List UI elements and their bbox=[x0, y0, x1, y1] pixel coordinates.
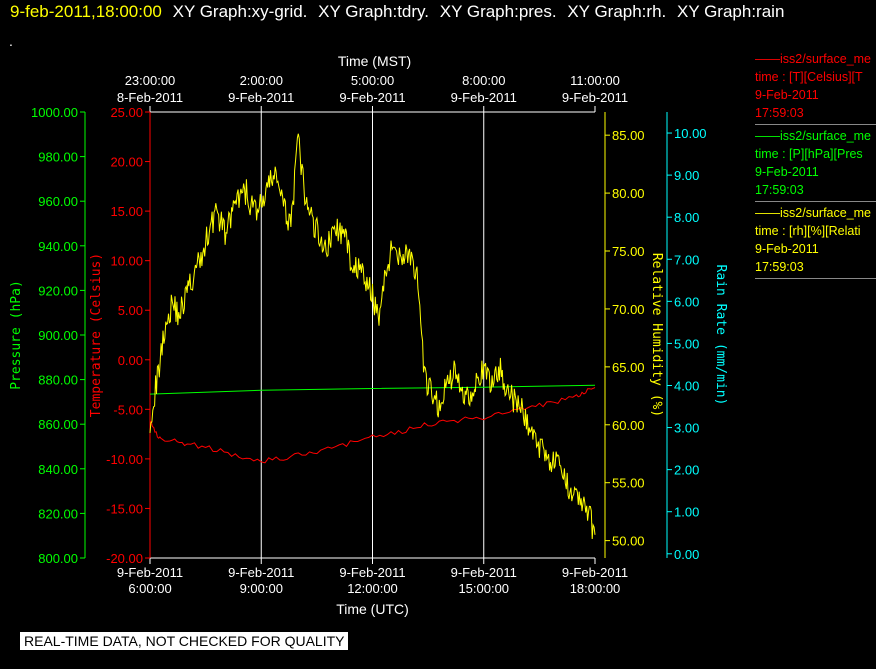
series-line-humidity bbox=[149, 133, 596, 540]
temperature-axis-label: Temperature (Celsius) bbox=[89, 253, 104, 417]
pressure-tick-label: 980.00 bbox=[38, 150, 78, 165]
legend-name: ——iss2/surface_me bbox=[755, 129, 872, 143]
humidity-tick-label: 70.00 bbox=[612, 302, 645, 317]
legend-variable: time : [T][Celsius][T bbox=[755, 70, 863, 84]
top-tick-label-time: 5:00:00 bbox=[351, 73, 394, 88]
legend-name: ——iss2/surface_me bbox=[755, 206, 872, 220]
pressure-tick-label: 860.00 bbox=[38, 417, 78, 432]
x-tick-label-time: 9:00:00 bbox=[240, 581, 283, 596]
rain-tick-label: 1.00 bbox=[674, 505, 699, 520]
legend-date: 9-Feb-2011 bbox=[755, 165, 819, 179]
pressure-tick-label: 800.00 bbox=[38, 551, 78, 566]
humidity-tick-label: 50.00 bbox=[612, 534, 645, 549]
graph-title-xy-grid: XY Graph:xy-grid. bbox=[172, 2, 308, 21]
pressure-tick-label: 840.00 bbox=[38, 462, 78, 477]
pressure-tick-label: 920.00 bbox=[38, 283, 78, 298]
header-dot: . bbox=[9, 33, 13, 49]
legend-line-swatch: —— bbox=[755, 52, 780, 66]
pressure-tick-label: 880.00 bbox=[38, 373, 78, 388]
rain-tick-label: 4.00 bbox=[674, 378, 699, 393]
rain-tick-label: 10.00 bbox=[674, 126, 707, 141]
x-axis-label: Time (UTC) bbox=[336, 601, 409, 617]
rain-tick-label: 6.00 bbox=[674, 294, 699, 309]
x-tick-label-date: 9-Feb-2011 bbox=[451, 565, 517, 580]
pressure-tick-label: 1000.00 bbox=[31, 105, 78, 120]
legend-date: 9-Feb-2011 bbox=[755, 88, 819, 102]
series-line-temperature bbox=[149, 387, 596, 464]
legend: ——iss2/surface_me time : [T][Celsius][T … bbox=[755, 50, 876, 281]
x-tick-label-date: 9-Feb-2011 bbox=[228, 565, 294, 580]
top-tick-label-date: 9-Feb-2011 bbox=[562, 90, 628, 105]
rain-tick-label: 9.00 bbox=[674, 168, 699, 183]
temperature-tick-label: 15.00 bbox=[110, 204, 143, 219]
temperature-tick-label: 0.00 bbox=[118, 353, 143, 368]
top-tick-label-date: 8-Feb-2011 bbox=[117, 90, 183, 105]
pressure-tick-label: 900.00 bbox=[38, 328, 78, 343]
top-tick-label-time: 23:00:00 bbox=[125, 73, 176, 88]
quality-banner: REAL-TIME DATA, NOT CHECKED FOR QUALITY bbox=[20, 632, 349, 650]
temperature-tick-label: -10.00 bbox=[106, 452, 143, 467]
graph-title-pres: XY Graph:pres. bbox=[439, 2, 557, 21]
temperature-tick-label: -5.00 bbox=[113, 402, 143, 417]
temperature-tick-label: 20.00 bbox=[110, 155, 143, 170]
humidity-tick-label: 80.00 bbox=[612, 186, 645, 201]
x-tick-label-time: 18:00:00 bbox=[570, 581, 621, 596]
top-tick-label-time: 11:00:00 bbox=[570, 73, 620, 88]
legend-entry-pressure: ——iss2/surface_me time : [P][hPa][Pres 9… bbox=[755, 127, 876, 202]
top-tick-label-time: 2:00:00 bbox=[240, 73, 283, 88]
pressure-tick-label: 940.00 bbox=[38, 239, 78, 254]
temperature-tick-label: 25.00 bbox=[110, 105, 143, 120]
legend-time: 17:59:03 bbox=[755, 106, 804, 120]
legend-line-swatch: —— bbox=[755, 206, 780, 220]
header-datetime: 9-feb-2011,18:00:00 bbox=[10, 2, 162, 21]
pressure-tick-label: 960.00 bbox=[38, 194, 78, 209]
top-tick-label-date: 9-Feb-2011 bbox=[339, 90, 405, 105]
legend-name: ——iss2/surface_me bbox=[755, 52, 872, 66]
legend-time: 17:59:03 bbox=[755, 183, 804, 197]
graph-title-tdry: XY Graph:tdry. bbox=[318, 2, 430, 21]
humidity-tick-label: 65.00 bbox=[612, 360, 645, 375]
humidity-tick-label: 60.00 bbox=[612, 418, 645, 433]
rain-tick-label: 2.00 bbox=[674, 463, 699, 478]
humidity-tick-label: 75.00 bbox=[612, 244, 645, 259]
rain-tick-label: 5.00 bbox=[674, 336, 699, 351]
humidity-axis-label: Relative Humidity (%) bbox=[649, 253, 664, 417]
top-tick-label-date: 9-Feb-2011 bbox=[451, 90, 517, 105]
top-tick-label-time: 8:00:00 bbox=[462, 73, 505, 88]
header: 9-feb-2011,18:00:00 XY Graph:xy-grid. XY… bbox=[10, 2, 784, 22]
rain-axis-label: Rain Rate (mm/min) bbox=[713, 265, 728, 406]
rain-tick-label: 0.00 bbox=[674, 547, 699, 562]
x-tick-label-time: 15:00:00 bbox=[458, 581, 509, 596]
temperature-tick-label: 10.00 bbox=[110, 254, 143, 269]
graph-title-rain: XY Graph:rain bbox=[676, 2, 785, 21]
humidity-tick-label: 85.00 bbox=[612, 128, 645, 143]
rain-tick-label: 3.00 bbox=[674, 421, 699, 436]
graph-title-rh: XY Graph:rh. bbox=[567, 2, 667, 21]
humidity-tick-label: 55.00 bbox=[612, 476, 645, 491]
legend-date: 9-Feb-2011 bbox=[755, 242, 819, 256]
top-tick-label-date: 9-Feb-2011 bbox=[228, 90, 294, 105]
x-tick-label-date: 9-Feb-2011 bbox=[117, 565, 183, 580]
x-tick-label-time: 12:00:00 bbox=[347, 581, 398, 596]
series-line-pressure bbox=[149, 384, 596, 395]
pressure-tick-label: 820.00 bbox=[38, 506, 78, 521]
legend-time: 17:59:03 bbox=[755, 260, 804, 274]
pressure-axis-label: Pressure (hPa) bbox=[9, 280, 24, 390]
x-tick-label-time: 6:00:00 bbox=[128, 581, 171, 596]
legend-variable: time : [rh][%][Relati bbox=[755, 224, 861, 238]
x-tick-label-date: 9-Feb-2011 bbox=[339, 565, 405, 580]
top-axis-label: Time (MST) bbox=[338, 53, 411, 69]
temperature-tick-label: -15.00 bbox=[106, 501, 143, 516]
legend-line-swatch: —— bbox=[755, 129, 780, 143]
x-tick-label-date: 9-Feb-2011 bbox=[562, 565, 628, 580]
rain-tick-label: 7.00 bbox=[674, 252, 699, 267]
legend-variable: time : [P][hPa][Pres bbox=[755, 147, 863, 161]
rain-tick-label: 8.00 bbox=[674, 210, 699, 225]
legend-entry-temperature: ——iss2/surface_me time : [T][Celsius][T … bbox=[755, 50, 876, 125]
temperature-tick-label: -20.00 bbox=[106, 551, 143, 566]
temperature-tick-label: 5.00 bbox=[118, 303, 143, 318]
legend-entry-humidity: ——iss2/surface_me time : [rh][%][Relati … bbox=[755, 204, 876, 279]
